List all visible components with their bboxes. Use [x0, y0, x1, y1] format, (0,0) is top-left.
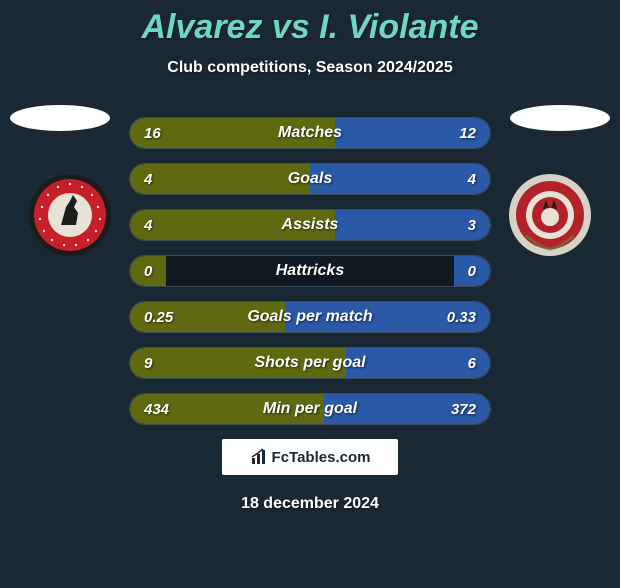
stat-row: 434 Min per goal 372 [129, 393, 491, 425]
stat-value-left: 0 [144, 263, 152, 280]
stat-value-left: 434 [144, 401, 169, 418]
stat-value-right: 372 [451, 401, 476, 418]
page-title: Alvarez vs I. Violante [0, 8, 620, 47]
fctables-logo: FcTables.com [222, 439, 398, 475]
club-badge-right [508, 173, 592, 257]
stat-value-left: 4 [144, 171, 152, 188]
stat-row: 0 Hattricks 0 [129, 255, 491, 287]
stat-label: Goals [288, 170, 332, 188]
stat-label: Matches [278, 124, 342, 142]
stat-row: 9 Shots per goal 6 [129, 347, 491, 379]
club-badge-left [28, 173, 112, 257]
stat-label: Shots per goal [254, 354, 365, 372]
stat-value-right: 12 [459, 125, 476, 142]
stat-label: Goals per match [247, 308, 372, 326]
stat-value-left: 0.25 [144, 309, 173, 326]
fctables-text: FcTables.com [272, 449, 371, 466]
tijuana-badge-icon [28, 173, 112, 257]
comparison-area: 16 Matches 12 4 Goals 4 4 Assists 3 0 Hattricks 0 0.… [0, 105, 620, 425]
stat-row: 4 Assists 3 [129, 209, 491, 241]
stat-value-left: 16 [144, 125, 161, 142]
stat-label: Hattricks [276, 262, 344, 280]
stat-value-right: 0.33 [447, 309, 476, 326]
stat-value-right: 3 [468, 217, 476, 234]
player-oval-right [510, 105, 610, 131]
subtitle: Club competitions, Season 2024/2025 [0, 59, 620, 77]
stat-value-right: 0 [468, 263, 476, 280]
stat-row: 4 Goals 4 [129, 163, 491, 195]
stat-fill-right [310, 164, 490, 194]
player-oval-left [10, 105, 110, 131]
stat-value-left: 4 [144, 217, 152, 234]
chart-icon [250, 448, 268, 466]
stat-value-right: 6 [468, 355, 476, 372]
stat-fill-left [130, 164, 310, 194]
stat-value-left: 9 [144, 355, 152, 372]
stat-label: Min per goal [263, 400, 357, 418]
toluca-badge-icon [508, 173, 592, 257]
stats-list: 16 Matches 12 4 Goals 4 4 Assists 3 0 Hattricks 0 0.… [129, 105, 491, 425]
stat-value-right: 4 [468, 171, 476, 188]
date-text: 18 december 2024 [0, 495, 620, 513]
stat-row: 16 Matches 12 [129, 117, 491, 149]
stat-label: Assists [282, 216, 339, 234]
stat-row: 0.25 Goals per match 0.33 [129, 301, 491, 333]
